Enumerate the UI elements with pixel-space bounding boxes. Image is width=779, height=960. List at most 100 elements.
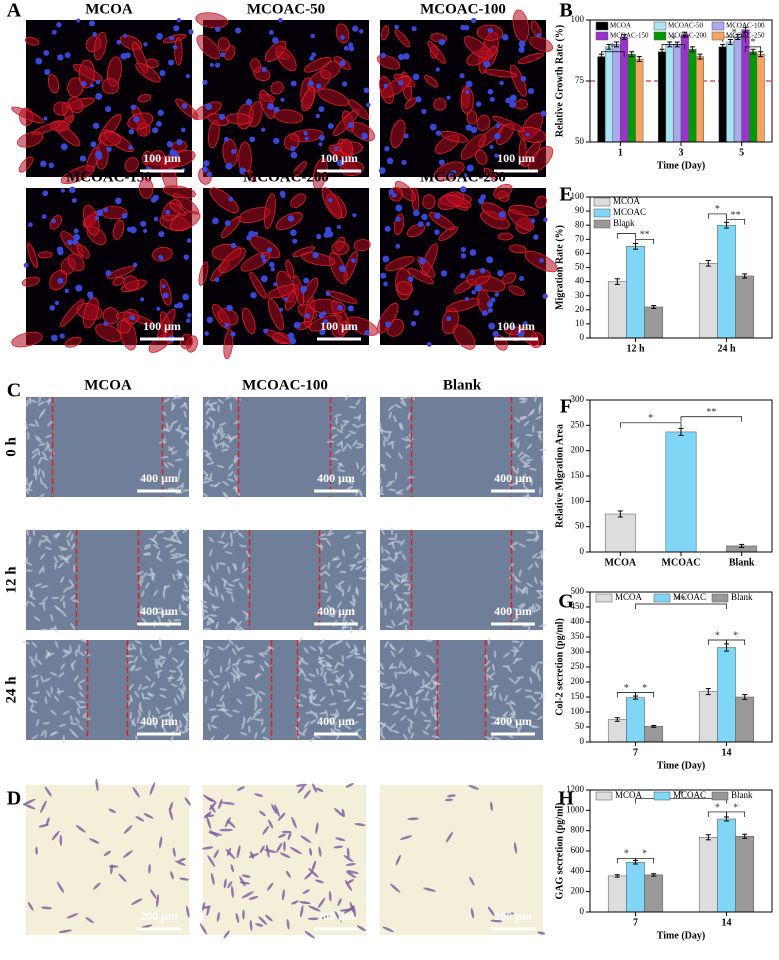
- cell: [135, 734, 138, 743]
- nucleus: [235, 27, 242, 34]
- cell: [394, 576, 401, 583]
- cell: [395, 692, 403, 697]
- cell: [348, 564, 357, 567]
- cell: [533, 702, 540, 709]
- cell: [58, 723, 67, 728]
- cell: [28, 536, 32, 545]
- legend-swatch: [595, 791, 613, 801]
- nucleus: [130, 104, 137, 111]
- cell: [44, 444, 49, 452]
- nucleus: [249, 136, 256, 143]
- nucleus: [401, 159, 407, 166]
- cell: [348, 674, 355, 681]
- cell: [405, 443, 412, 449]
- cell: [417, 688, 425, 694]
- nucleus: [57, 249, 64, 256]
- cell: [185, 721, 189, 729]
- nucleus: [518, 46, 525, 53]
- scale-label: 100 μm: [320, 319, 358, 333]
- cell: [66, 913, 79, 919]
- cell: [468, 784, 479, 790]
- cell: [230, 672, 237, 678]
- cell: [78, 724, 84, 731]
- legend-label: MCOA: [610, 22, 631, 30]
- cell: [278, 833, 286, 838]
- cell: [308, 737, 315, 743]
- cell: [393, 415, 397, 423]
- cell: [201, 610, 205, 619]
- image-title: MCOA: [85, 1, 133, 17]
- nucleus: [115, 197, 122, 205]
- cell: [385, 482, 393, 488]
- cell: [415, 651, 422, 658]
- scale-label: 100 μm: [497, 151, 535, 165]
- cell: [396, 489, 404, 494]
- cell: [303, 789, 311, 799]
- cell: [50, 709, 57, 716]
- cell: [518, 543, 526, 548]
- bar: [644, 306, 664, 339]
- significance-bracket: [601, 51, 625, 57]
- cell: [516, 467, 519, 476]
- cell: [333, 845, 344, 849]
- cell: [141, 655, 148, 662]
- cell: [138, 725, 146, 730]
- x-tick-label: 7: [633, 747, 638, 758]
- cell: [178, 553, 186, 558]
- y-tick-label: 200: [571, 445, 585, 455]
- nucleus: [225, 162, 233, 170]
- nucleus: [540, 110, 547, 117]
- nucleus: [475, 101, 482, 107]
- cell: [236, 698, 243, 705]
- bar: [726, 41, 735, 143]
- cell: [34, 583, 42, 587]
- cell: [384, 686, 393, 689]
- nucleus: [95, 79, 101, 85]
- cell: [265, 914, 273, 922]
- nucleus: [57, 277, 64, 284]
- cell: [507, 724, 516, 728]
- cell: [362, 692, 370, 697]
- cell: [162, 33, 187, 44]
- cell: [159, 836, 163, 849]
- error-bar: [614, 874, 620, 878]
- cell: [320, 590, 329, 593]
- cell: [180, 691, 185, 700]
- cell: [487, 675, 494, 681]
- cell: [335, 23, 350, 44]
- cell: [337, 898, 342, 907]
- cell: [489, 672, 496, 678]
- cell: [362, 565, 369, 572]
- cell: [227, 566, 231, 574]
- nucleus: [132, 262, 138, 268]
- bar: [695, 56, 705, 143]
- cell: [220, 448, 229, 452]
- cell: [340, 423, 344, 432]
- cell: [408, 695, 413, 703]
- nucleus: [161, 284, 166, 289]
- cell: [309, 690, 314, 698]
- cell: [176, 569, 182, 577]
- cell: [38, 493, 45, 499]
- cell: [394, 551, 398, 560]
- cell: [58, 929, 72, 933]
- cell: [62, 734, 65, 743]
- cell: [162, 537, 171, 541]
- nucleus: [254, 231, 259, 236]
- error-bar: [705, 688, 711, 696]
- cell: [394, 404, 402, 409]
- cell: [303, 678, 312, 682]
- cell: [399, 701, 407, 705]
- nucleus: [124, 52, 131, 59]
- bar: [627, 53, 636, 143]
- cell: [530, 668, 537, 674]
- cell: [352, 607, 355, 616]
- cell: [334, 807, 344, 817]
- cell: [354, 656, 363, 659]
- cell: [344, 724, 352, 730]
- cell: [319, 711, 327, 715]
- cell: [320, 564, 327, 571]
- x-tick-label: 24 h: [717, 343, 736, 354]
- nucleus: [94, 216, 100, 221]
- cell: [514, 677, 521, 685]
